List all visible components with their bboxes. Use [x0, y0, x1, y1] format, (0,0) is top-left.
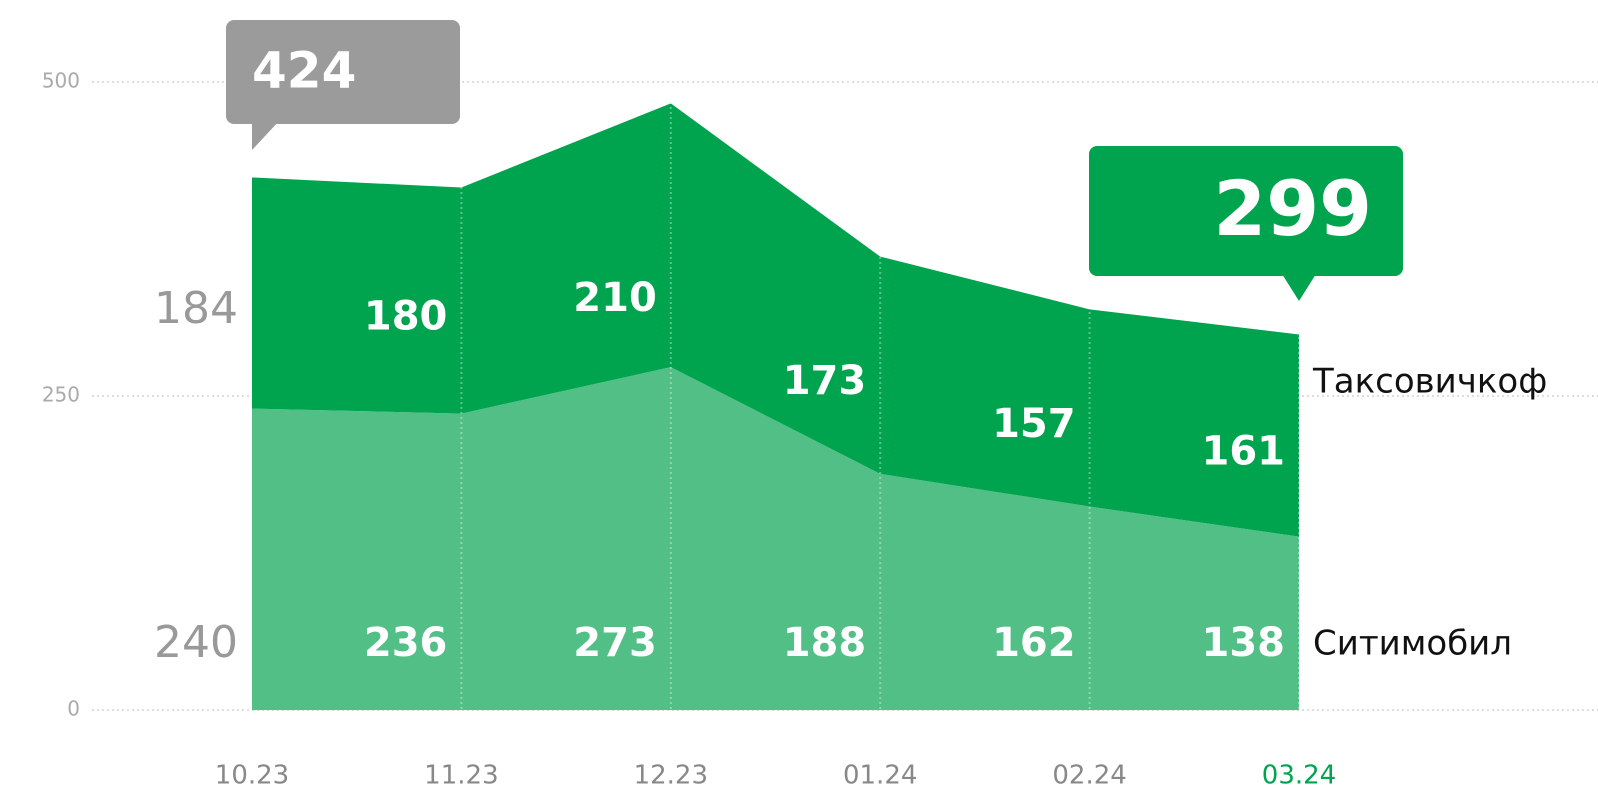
- data-label: 138: [1202, 620, 1286, 666]
- data-label: 180: [364, 294, 448, 340]
- y-tick-label: 500: [42, 69, 80, 93]
- data-label: 162: [992, 620, 1076, 666]
- x-tick-label: 01.24: [843, 761, 917, 791]
- data-label: 188: [783, 620, 867, 666]
- y-tick-label: 0: [67, 697, 80, 721]
- area: [252, 367, 1299, 710]
- y-tick-label: 250: [42, 383, 80, 407]
- callout-box: [226, 20, 460, 124]
- data-label: 161: [1202, 429, 1286, 475]
- x-tick-label: 11.23: [424, 761, 498, 791]
- callout-pointer: [252, 120, 280, 150]
- series-label: Таксовичкоф: [1312, 362, 1547, 402]
- callout-value: 424: [252, 42, 356, 100]
- data-label: 173: [783, 358, 867, 404]
- x-tick-label: 12.23: [634, 761, 708, 791]
- data-label: 210: [573, 275, 657, 321]
- callout-pointer: [1282, 274, 1316, 301]
- area: [252, 103, 1299, 537]
- data-label: 240: [154, 617, 238, 668]
- callout-box: [1089, 146, 1403, 276]
- series-label: Ситимобил: [1313, 624, 1512, 664]
- data-label: 273: [573, 620, 657, 666]
- x-tick-label: 10.23: [215, 761, 289, 791]
- x-tick-label: 02.24: [1052, 761, 1126, 791]
- data-label: 157: [992, 401, 1076, 447]
- data-label: 236: [364, 620, 448, 666]
- x-tick-label: 03.24: [1262, 761, 1336, 791]
- callout-value: 299: [1213, 164, 1372, 253]
- data-label: 184: [154, 283, 238, 334]
